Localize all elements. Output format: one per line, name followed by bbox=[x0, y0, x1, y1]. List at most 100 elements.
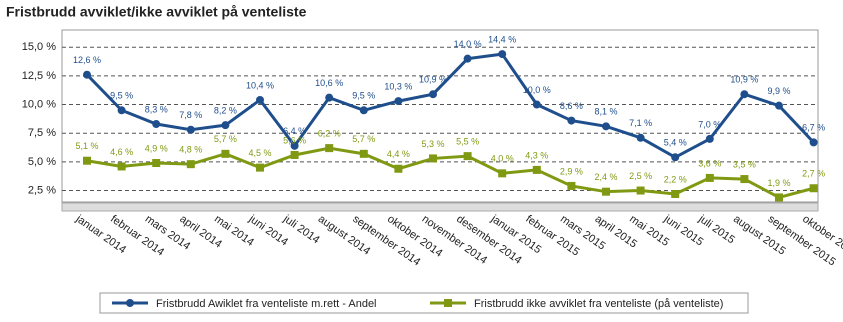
point bbox=[705, 173, 714, 182]
value-label: 9,5 % bbox=[352, 91, 375, 101]
value-label: 10,4 % bbox=[246, 80, 274, 90]
value-label: 10,9 % bbox=[730, 75, 758, 85]
value-label: 10,0 % bbox=[523, 85, 551, 95]
series-line bbox=[85, 52, 815, 159]
value-label: 4,5 % bbox=[248, 148, 271, 158]
point bbox=[498, 169, 507, 178]
point bbox=[394, 164, 403, 173]
point bbox=[463, 152, 472, 161]
value-label: 4,3 % bbox=[525, 150, 548, 160]
value-label: 7,0 % bbox=[698, 119, 721, 129]
value-label: 5,7 % bbox=[352, 134, 375, 144]
value-label: 5,1 % bbox=[75, 141, 98, 151]
point bbox=[567, 181, 576, 190]
value-label: 2,2 % bbox=[664, 174, 687, 184]
point bbox=[429, 154, 437, 163]
y-tick-label: 15,0 % bbox=[22, 41, 56, 53]
point bbox=[359, 106, 368, 115]
point bbox=[221, 121, 230, 130]
value-label: 7,8 % bbox=[179, 110, 202, 120]
point bbox=[429, 90, 437, 99]
legend-marker bbox=[444, 299, 452, 307]
value-label: 4,8 % bbox=[179, 145, 202, 155]
value-label: 8,2 % bbox=[214, 106, 237, 116]
value-label: 5,4 % bbox=[664, 138, 687, 148]
value-label: 10,9 % bbox=[419, 75, 447, 85]
point bbox=[290, 141, 299, 150]
value-label: 5,5 % bbox=[456, 137, 479, 147]
series-line bbox=[86, 146, 814, 200]
legend bbox=[99, 292, 749, 314]
y-tick-label: 7,5 % bbox=[28, 127, 56, 139]
legend-label: Fristbrudd ikke avviklet fra venteliste … bbox=[474, 298, 723, 310]
point bbox=[636, 133, 645, 142]
value-label: 8,3 % bbox=[145, 104, 168, 114]
point bbox=[532, 165, 541, 174]
legend-marker bbox=[126, 299, 134, 307]
value-label: 5,7 % bbox=[214, 134, 237, 144]
point bbox=[186, 160, 195, 169]
legend-label: Fristbrudd Awiklet fra venteliste m.rett… bbox=[156, 298, 377, 310]
value-label: 2,5 % bbox=[629, 171, 652, 181]
value-label: 4,0 % bbox=[491, 154, 514, 164]
value-label: 4,4 % bbox=[387, 149, 410, 159]
chart-title: Fristbrudd avviklet/ikke avviklet på ven… bbox=[6, 4, 307, 20]
value-label: 6,7 % bbox=[802, 123, 825, 133]
point bbox=[636, 186, 645, 195]
value-label: 10,3 % bbox=[384, 81, 412, 91]
point bbox=[775, 193, 783, 202]
plot-area bbox=[61, 29, 819, 203]
value-label: 2,4 % bbox=[594, 172, 617, 182]
point bbox=[152, 120, 161, 129]
y-tick-label: 2,5 % bbox=[28, 184, 56, 196]
value-label: 9,9 % bbox=[767, 86, 790, 96]
value-label: 3,5 % bbox=[733, 159, 756, 169]
point bbox=[567, 116, 576, 125]
value-label: 1,9 % bbox=[767, 178, 790, 188]
value-label: 12,6 % bbox=[73, 55, 101, 65]
point bbox=[256, 163, 264, 172]
point bbox=[256, 95, 264, 104]
point bbox=[221, 149, 230, 158]
value-label: 3,6 % bbox=[698, 158, 721, 168]
point bbox=[152, 159, 161, 168]
point bbox=[809, 138, 818, 147]
point bbox=[532, 100, 541, 109]
point bbox=[394, 97, 403, 106]
point bbox=[117, 106, 126, 115]
point bbox=[602, 122, 610, 131]
value-label: 8,6 % bbox=[560, 101, 583, 111]
value-label: 2,9 % bbox=[560, 166, 583, 176]
point bbox=[809, 184, 818, 193]
point bbox=[83, 70, 91, 79]
point bbox=[671, 153, 680, 162]
point bbox=[775, 101, 783, 110]
scrollbar bbox=[61, 202, 819, 212]
y-tick-label: 5,0 % bbox=[28, 156, 56, 168]
point bbox=[740, 175, 749, 184]
value-label: 6,2 % bbox=[318, 128, 341, 138]
value-label: 14,4 % bbox=[488, 34, 516, 44]
point bbox=[83, 156, 91, 165]
value-label: 5,6 % bbox=[283, 135, 306, 145]
point bbox=[359, 149, 368, 158]
point bbox=[325, 144, 334, 153]
point bbox=[117, 162, 126, 171]
value-label: 2,7 % bbox=[802, 169, 825, 179]
point bbox=[602, 187, 610, 196]
point bbox=[740, 90, 749, 99]
value-label: 6,4 % bbox=[283, 126, 306, 136]
y-tick-label: 12,5 % bbox=[22, 70, 56, 82]
point bbox=[671, 189, 680, 198]
value-label: 10,6 % bbox=[315, 78, 343, 88]
point bbox=[463, 54, 472, 63]
point bbox=[290, 150, 299, 159]
value-label: 4,9 % bbox=[145, 143, 168, 153]
value-label: 9,5 % bbox=[110, 91, 133, 101]
point bbox=[325, 93, 334, 102]
point bbox=[705, 134, 714, 143]
value-label: 4,6 % bbox=[110, 147, 133, 157]
point bbox=[498, 50, 507, 59]
value-label: 8,1 % bbox=[594, 107, 617, 117]
